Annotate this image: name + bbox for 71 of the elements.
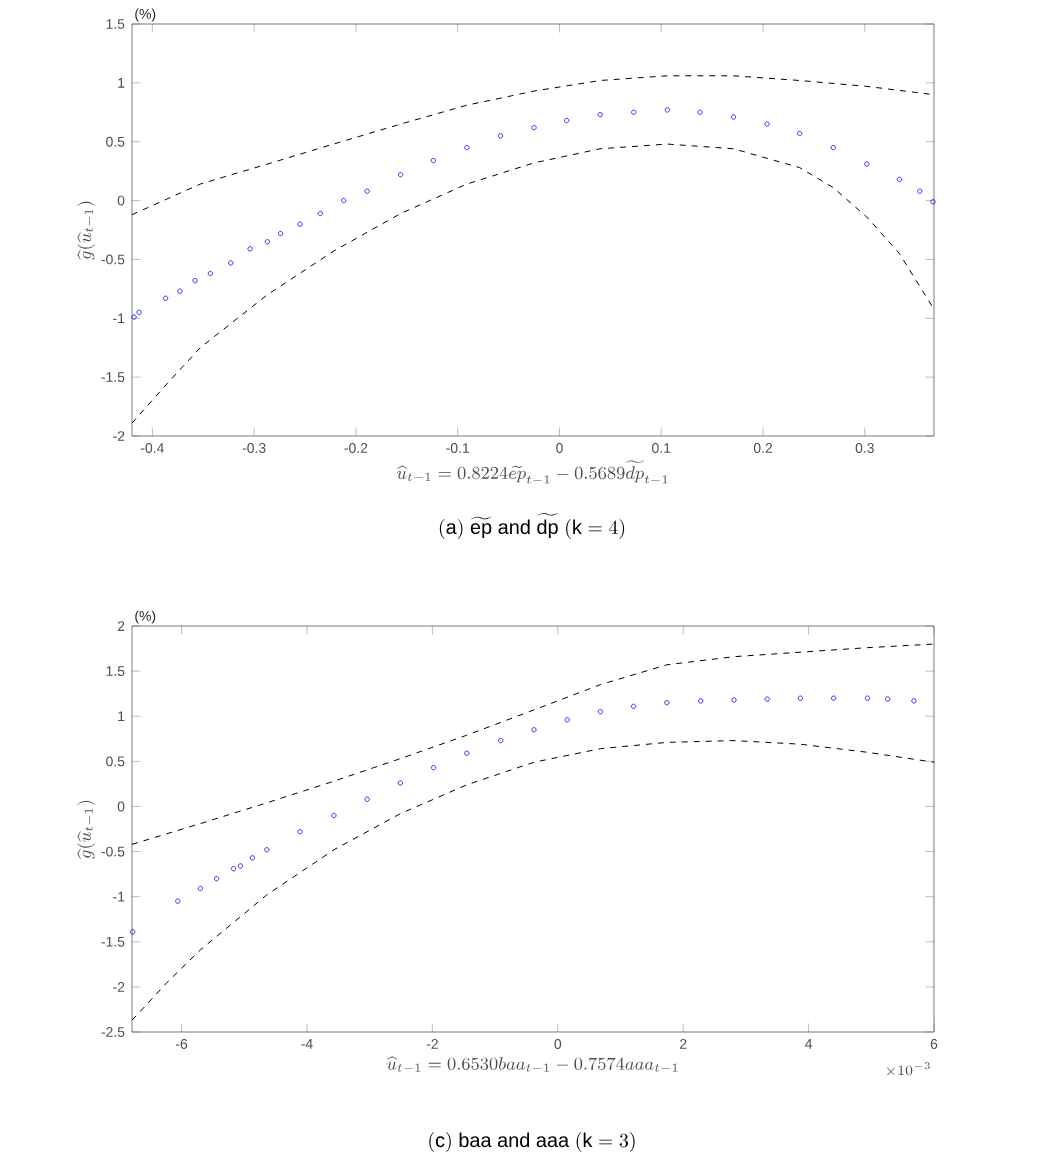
point: [864, 161, 870, 167]
point: [597, 709, 603, 715]
point: [163, 295, 169, 301]
point: [764, 696, 770, 702]
point: [664, 107, 670, 113]
point: [398, 172, 404, 178]
point: [731, 697, 737, 703]
text: $(\mathrm{c})\ \mathrm{baa}\ \mathrm{and}\ \mathrm{aaa}\ (\mathrm{k} = 3)$: [429, 1132, 635, 1152]
x-axis-title: $\widehat{u}_{t-1} = 0.8224\widetilde{ep}_{t-1} - 0.5689\widetilde{dp}_{t-1}$: [396, 460, 668, 484]
point: [230, 866, 237, 872]
point: [207, 270, 213, 277]
point: [192, 278, 198, 284]
point: [498, 738, 504, 744]
point: [830, 145, 836, 151]
point: [247, 246, 253, 252]
point: [214, 876, 220, 882]
point: [264, 239, 270, 245]
point: [497, 133, 504, 139]
point: [864, 695, 871, 701]
point: [331, 812, 337, 819]
line-series: [132, 75, 934, 216]
point: [896, 176, 902, 182]
point: [631, 703, 637, 709]
line-series: [132, 740, 934, 1021]
y-axis-title: $\widehat{g}(\widehat{u}_{t-1})$: [77, 201, 96, 260]
line-series: [132, 143, 934, 424]
y-axis-title: $\widehat{g}(\widehat{u}_{t-1})$: [77, 800, 96, 859]
point: [130, 929, 136, 935]
point: [197, 885, 203, 892]
text: $\times 10^{-3}$: [887, 1062, 930, 1076]
point: [431, 765, 437, 771]
point: [664, 700, 670, 706]
point: [531, 124, 537, 131]
point: [930, 199, 936, 205]
point: [364, 796, 370, 802]
text: $(\mathrm{a})\ \widetilde{\mathrm{ep}}\ \mathrm{and}\ \widetilde{\mathrm{dp}}\ (\mathrm{k} = 4)$: [439, 513, 625, 539]
point: [317, 210, 323, 217]
point: [564, 717, 570, 723]
point: [797, 695, 804, 701]
point: [228, 260, 234, 266]
point: [297, 829, 303, 835]
point: [564, 117, 570, 124]
point: [249, 855, 255, 861]
point: [136, 309, 142, 315]
point: [797, 130, 803, 137]
point: [911, 698, 917, 704]
point: [730, 114, 737, 120]
line-series: [132, 643, 934, 845]
point: [131, 314, 137, 320]
point: [430, 157, 436, 164]
point: [397, 780, 403, 786]
point: [764, 121, 770, 127]
point: [697, 109, 703, 115]
point: [278, 230, 284, 237]
point: [364, 188, 370, 194]
point: [597, 112, 603, 118]
point: [531, 727, 537, 733]
point: [464, 145, 470, 151]
point: [177, 288, 183, 294]
point: [917, 188, 923, 194]
point: [698, 698, 704, 704]
point: [264, 847, 270, 853]
point: [831, 695, 837, 701]
point: [297, 221, 303, 227]
x-axis-title: $\widehat{u}_{t-1} = 0.6530baa_{t-1} - 0.7574aaa_{t-1}$: [386, 1056, 678, 1072]
point: [175, 898, 181, 904]
point: [631, 109, 637, 115]
point: [237, 863, 244, 869]
point: [885, 696, 891, 702]
point: [464, 750, 470, 756]
point: [341, 197, 347, 204]
